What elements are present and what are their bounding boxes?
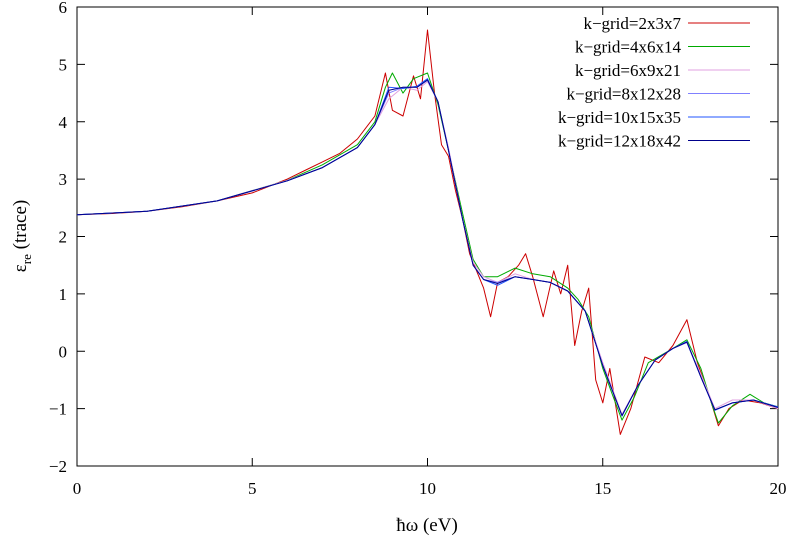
y-tick-label-0: −2 bbox=[49, 457, 67, 476]
y-tick-label-8: 6 bbox=[59, 0, 68, 17]
legend-label-1: k−grid=4x6x14 bbox=[575, 38, 682, 57]
y-tick-label-1: −1 bbox=[49, 400, 67, 419]
legend-label-3: k−grid=8x12x28 bbox=[566, 85, 681, 104]
y-tick-label-2: 0 bbox=[59, 342, 68, 361]
y-tick-label-3: 1 bbox=[59, 285, 68, 304]
y-axis-label: εre (trace) bbox=[10, 200, 34, 272]
y-tick-label-7: 5 bbox=[59, 55, 68, 74]
legend: k−grid=2x3x7 k−grid=4x6x14 k−grid=6x9x21 k−… bbox=[558, 14, 750, 151]
x-tick-label-0: 0 bbox=[73, 479, 82, 498]
y-axis-label-sub: re bbox=[19, 254, 34, 264]
series-line-4 bbox=[76, 78, 779, 417]
legend-label-5: k−grid=12x18x42 bbox=[558, 132, 681, 151]
series-line-5 bbox=[76, 79, 779, 416]
x-tick-label-3: 15 bbox=[594, 479, 611, 498]
axis-ticks: 0 5 10 15 20 −2 −1 0 1 2 3 4 5 6 bbox=[49, 0, 787, 498]
x-axis-label: ħω (eV) bbox=[396, 515, 458, 536]
x-tick-label-4: 20 bbox=[770, 479, 787, 498]
y-tick-label-5: 3 bbox=[59, 170, 68, 189]
y-tick-label-6: 4 bbox=[59, 113, 68, 132]
legend-label-2: k−grid=6x9x21 bbox=[575, 61, 681, 80]
x-tick-label-2: 10 bbox=[419, 479, 436, 498]
series-lines bbox=[76, 29, 779, 435]
legend-label-4: k−grid=10x15x35 bbox=[558, 108, 681, 127]
y-axis-label-main: ε bbox=[10, 264, 31, 272]
y-tick-label-4: 2 bbox=[59, 228, 68, 247]
y-axis-label-rest: (trace) bbox=[10, 200, 31, 254]
series-line-1 bbox=[76, 72, 779, 424]
x-tick-label-1: 5 bbox=[248, 479, 257, 498]
legend-label-0: k−grid=2x3x7 bbox=[583, 14, 681, 33]
